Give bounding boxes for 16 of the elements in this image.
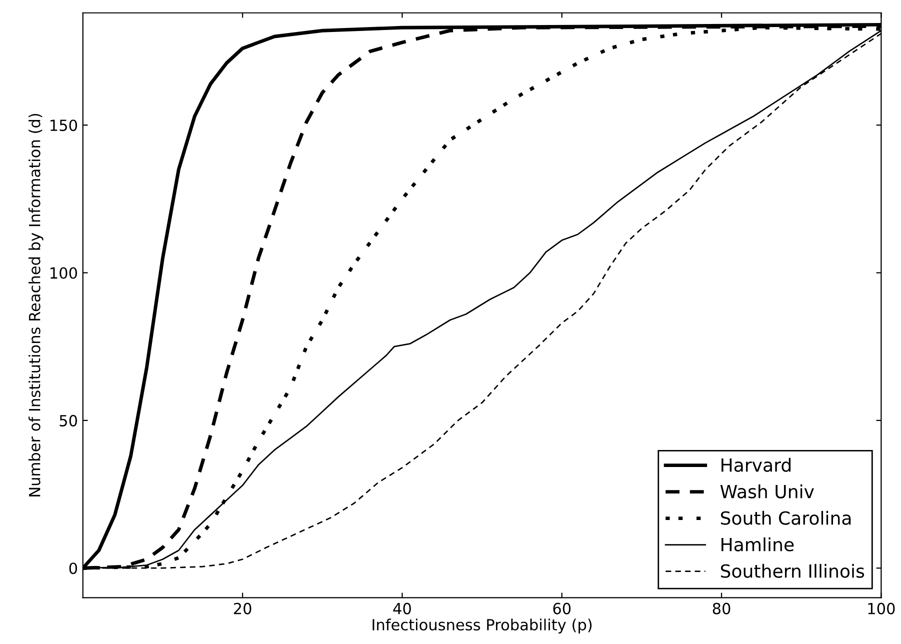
x-tick-label: 100	[868, 602, 895, 614]
x-tick-label: 60	[553, 602, 571, 614]
legend-label: Harvard	[722, 458, 791, 472]
x-axis-title: Infectiousness Probability (p)	[372, 618, 592, 634]
y-tick-label: 50	[60, 414, 78, 426]
y-tick-label: 150	[50, 120, 78, 132]
legend-label: Southern Illinois	[720, 564, 864, 578]
legend-label: Hamline	[722, 537, 794, 552]
y-tick-label: 100	[50, 267, 78, 279]
x-tick-label: 80	[712, 602, 730, 614]
y-axis-title: Number of Institutions Reached by Information (d)	[28, 114, 44, 496]
legend-label: South Carolina	[720, 510, 851, 525]
x-tick-label: 20	[234, 602, 252, 614]
x-tick-label: 40	[393, 602, 411, 614]
legend-label: Wash Univ	[720, 484, 814, 498]
y-tick-label: 0	[69, 562, 78, 574]
